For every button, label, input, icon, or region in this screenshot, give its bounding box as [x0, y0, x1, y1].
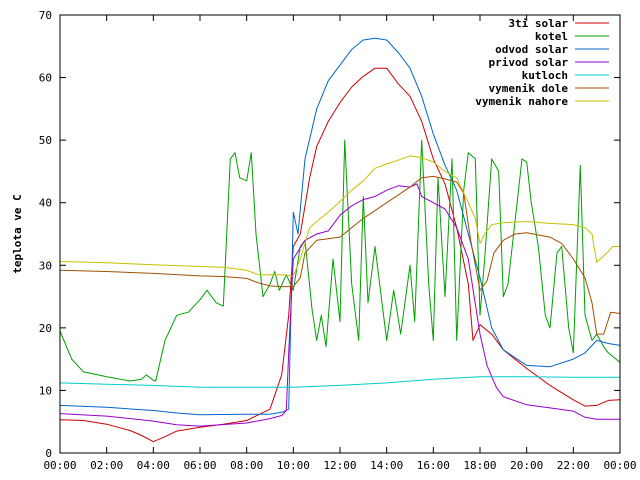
y-tick-label: 0	[45, 447, 52, 460]
y-tick-label: 70	[39, 9, 52, 22]
legend-label: privod solar	[489, 56, 569, 69]
x-tick-label: 20:00	[510, 459, 543, 472]
series-line-kutloch	[59, 376, 620, 388]
legend-label: kutloch	[522, 69, 568, 82]
x-tick-label: 18:00	[463, 459, 496, 472]
x-tick-label: 12:00	[323, 459, 356, 472]
x-tick-label: 16:00	[417, 459, 450, 472]
x-tick-label: 06:00	[183, 459, 216, 472]
series-line-kotel	[59, 139, 621, 382]
legend-label: 3ti solar	[508, 17, 568, 30]
series-line-vymenik-nahore	[59, 155, 620, 277]
x-tick-label: 14:00	[370, 459, 403, 472]
y-tick-label: 50	[39, 134, 52, 147]
x-tick-label: 10:00	[277, 459, 310, 472]
legend-label: odvod solar	[495, 43, 568, 56]
x-tick-label: 22:00	[557, 459, 590, 472]
y-axis-label: teplota ve C	[11, 194, 24, 273]
series-line-vymenik-dole	[59, 175, 621, 335]
labels-layer: 0 10 20 30 40 50 60 70 00:00 02:00 04:00 06:00 08:00…	[39, 9, 637, 472]
y-tick-label: 30	[39, 259, 52, 272]
x-tick-label: 00:00	[603, 459, 636, 472]
x-tick-label: 00:00	[43, 459, 76, 472]
y-tick-label: 10	[39, 384, 52, 397]
legend-label: vymenik dole	[489, 82, 569, 95]
series-layer	[59, 37, 621, 443]
legend-label: kotel	[535, 30, 568, 43]
ticks-layer	[59, 14, 621, 454]
x-tick-label: 02:00	[90, 459, 123, 472]
x-tick-label: 04:00	[137, 459, 170, 472]
series-line-privod-solar	[59, 183, 620, 427]
legend-label: vymenik nahore	[475, 95, 568, 108]
y-tick-label: 40	[39, 197, 52, 210]
series-line-odvod-solar	[59, 37, 621, 416]
y-tick-label: 20	[39, 322, 52, 335]
x-tick-label: 08:00	[230, 459, 263, 472]
y-tick-label: 60	[39, 72, 52, 85]
